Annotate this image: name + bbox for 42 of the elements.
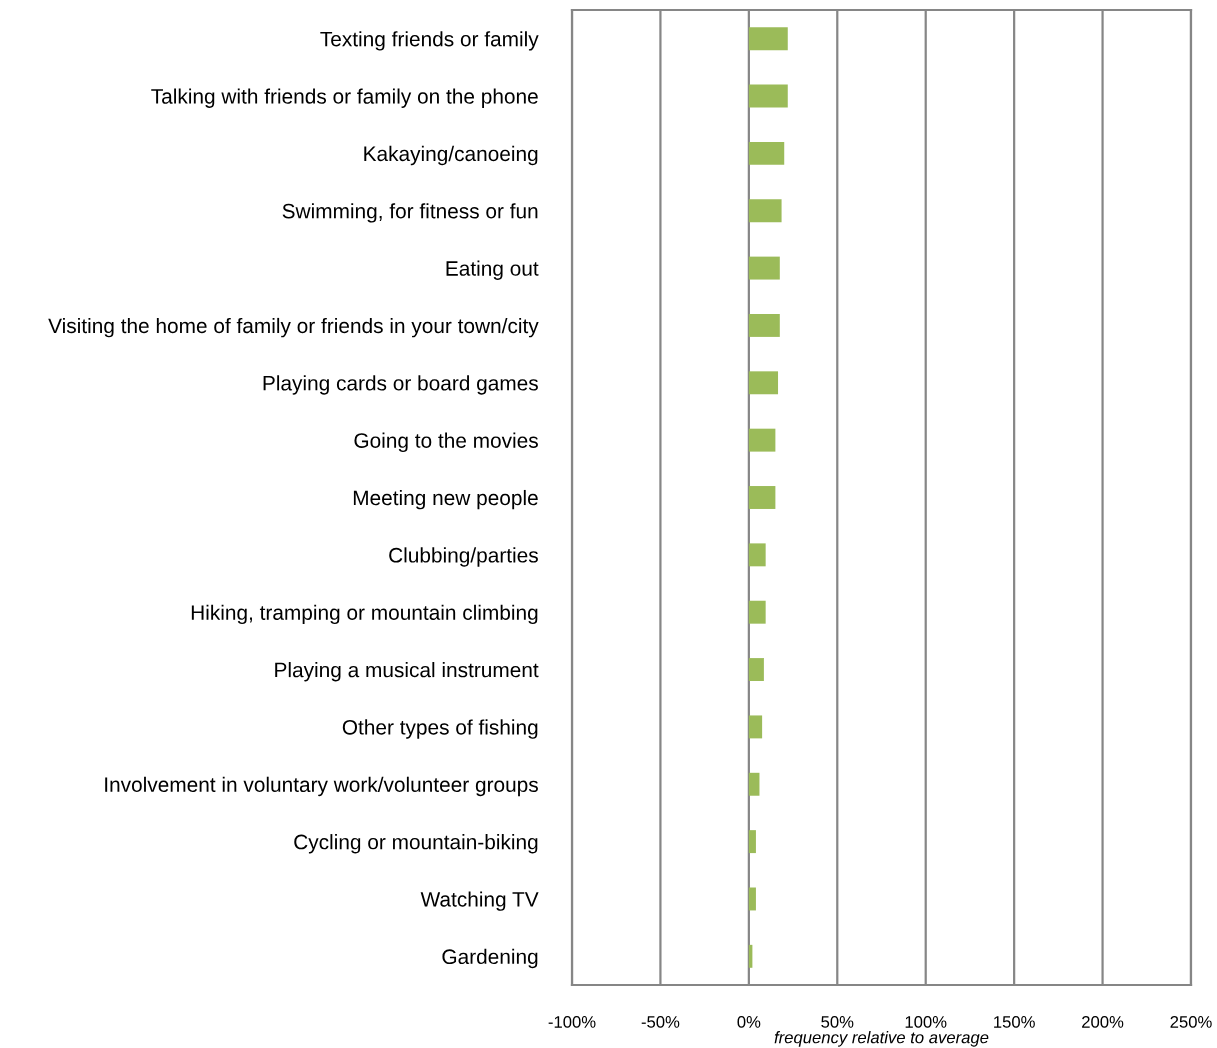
bar	[748, 84, 788, 108]
x-tick-label: 100%	[905, 1016, 947, 1028]
bar	[748, 543, 766, 567]
y-tick-label: Clubbing/parties	[389, 547, 538, 567]
bar	[748, 428, 776, 452]
y-tick-label: Going to the movies	[354, 432, 538, 453]
y-tick-label: Watching TV	[420, 891, 539, 911]
y-tick-label: Gardening	[442, 948, 538, 969]
bar	[748, 313, 780, 337]
bar	[748, 371, 779, 395]
y-tick-label: Talking with friends or family on the phone	[151, 88, 538, 108]
bar	[748, 141, 785, 165]
bar	[748, 256, 780, 280]
bar	[748, 600, 766, 624]
y-tick-label: Swimming, for fitness or fun	[282, 203, 538, 223]
bar	[748, 486, 776, 509]
bar	[748, 772, 760, 796]
x-axis-title: frequency relative to average	[774, 1031, 989, 1047]
y-tick-label: Cycling or mountain-biking	[294, 834, 538, 854]
x-tick-label: 200%	[1082, 1016, 1124, 1028]
bar	[748, 658, 764, 682]
x-tick-label: -100%	[548, 1016, 596, 1028]
y-tick-label: Visiting the home of family or friends in your town/city	[48, 317, 539, 338]
x-tick-label: 0%	[737, 1016, 761, 1028]
bar	[748, 715, 763, 739]
x-tick-label: -50%	[641, 1016, 680, 1028]
y-tick-label: Playing a musical instrument	[275, 662, 539, 682]
y-tick-label: Meeting new people	[353, 489, 538, 510]
y-tick-label: Involvement in voluntary work/volunteer groups	[105, 776, 538, 797]
y-tick-label: Eating out	[446, 260, 539, 280]
x-tick-label: 50%	[821, 1016, 854, 1028]
bar	[748, 830, 756, 854]
y-tick-label: Texting friends or family	[320, 31, 539, 51]
bar	[748, 199, 782, 223]
x-tick-label: 150%	[994, 1016, 1035, 1028]
bar	[748, 27, 788, 51]
x-tick-label: 250%	[1170, 1016, 1212, 1028]
y-tick-label: Hiking, tramping or mountain climbing	[191, 604, 538, 625]
y-tick-label: Other types of fishing	[342, 719, 538, 739]
y-tick-label: Kakaying/canoeing	[364, 145, 538, 166]
bar	[748, 887, 756, 911]
y-tick-label: Playing cards or board games	[263, 375, 538, 395]
